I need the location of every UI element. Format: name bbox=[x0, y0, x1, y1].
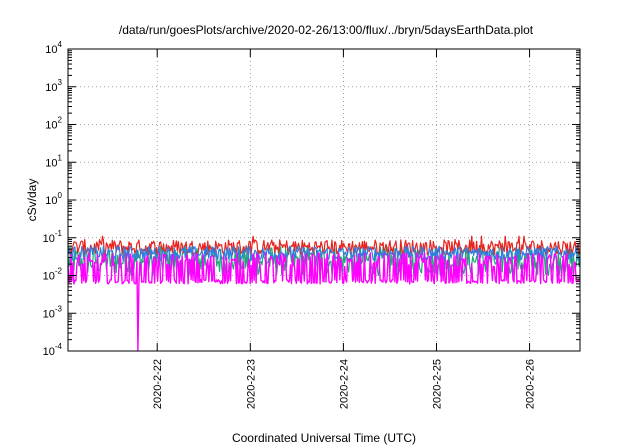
x-axis: 2020-2-22 2020-2-23 2020-2-24 2020-2-25 2020… bbox=[152, 49, 537, 409]
y-tick-label: 10-1 bbox=[43, 229, 63, 245]
y-tick-label: 100 bbox=[45, 191, 62, 207]
series-group bbox=[67, 235, 581, 352]
series-line bbox=[67, 235, 581, 256]
grid-lines bbox=[68, 48, 580, 352]
x-tick-label: 2020-2-26 bbox=[525, 359, 537, 409]
series-line bbox=[67, 252, 581, 352]
y-tick-label: 102 bbox=[45, 116, 62, 132]
y-tick-label: 104 bbox=[45, 40, 62, 56]
y-tick-label: 103 bbox=[45, 78, 62, 94]
series-line bbox=[67, 245, 581, 262]
y-tick-label: 10-3 bbox=[43, 304, 63, 320]
x-tick-label: 2020-2-22 bbox=[152, 359, 164, 409]
x-axis-title: Coordinated Universal Time (UTC) bbox=[232, 431, 416, 445]
y-tick-label: 10-4 bbox=[43, 342, 63, 358]
x-tick-label: 2020-2-23 bbox=[245, 359, 257, 409]
x-tick-label: 2020-2-24 bbox=[338, 359, 350, 409]
chart-title: /data/run/goesPlots/archive/2020-02-26/1… bbox=[119, 23, 534, 37]
y-axis-title: cSv/day bbox=[25, 179, 39, 222]
y-axis: 10-4 10-3 10-2 10-1 100 101 102 103 104 bbox=[43, 40, 580, 358]
x-tick-label: 2020-2-25 bbox=[431, 359, 443, 409]
y-tick-label: 10-2 bbox=[43, 267, 63, 283]
y-tick-label: 101 bbox=[45, 153, 62, 169]
